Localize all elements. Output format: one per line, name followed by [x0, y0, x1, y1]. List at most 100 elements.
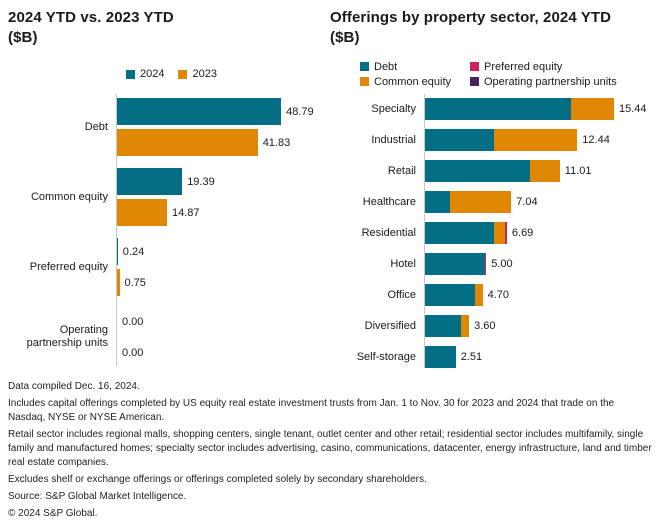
- 2023-swatch-icon: [178, 69, 188, 79]
- common-equity-swatch-icon: [360, 77, 369, 86]
- bar-line: 14.87: [117, 199, 215, 226]
- segment-debt: [425, 98, 571, 120]
- value-label: 19.39: [187, 175, 215, 188]
- value-label: 0.75: [124, 276, 146, 289]
- stacked-bar: [425, 315, 470, 337]
- y-axis-line: [116, 94, 117, 366]
- value-label: 48.79: [286, 105, 314, 118]
- total-value-label: 12.44: [582, 134, 610, 146]
- footnotes: Data compiled Dec. 16, 2024. Includes ca…: [8, 380, 652, 521]
- debt-swatch-icon: [360, 62, 369, 71]
- segment-common-equity: [493, 222, 505, 244]
- legend-item-common-equity: Common equity: [360, 76, 470, 88]
- stacked-bar-row: Industrial 12.44: [330, 129, 652, 151]
- legend: 2024 2023: [126, 54, 330, 94]
- category-label: Industrial: [371, 134, 416, 146]
- legend-item-2024: 2024: [126, 68, 164, 80]
- category-label: Residential: [361, 227, 416, 239]
- category-label: Self-storage: [356, 351, 416, 363]
- bar-lines: 0.24 0.75: [116, 238, 146, 296]
- segment-common-equity: [570, 98, 614, 120]
- total-value-label: 6.69: [511, 227, 534, 239]
- footnote-sector-definitions: Retail sector includes regional malls, s…: [8, 429, 652, 468]
- footnote-exclusion: Excludes shelf or exchange offerings or …: [8, 474, 427, 485]
- category-label: Preferred equity: [29, 260, 108, 273]
- legend-item-debt: Debt: [360, 61, 470, 73]
- category-label: Office: [387, 289, 416, 301]
- category-label: Debt: [84, 120, 108, 133]
- category-label: Operating partnership units: [26, 324, 108, 349]
- total-value-label: 2.51: [460, 351, 483, 363]
- bar-lines: 48.79 41.83: [116, 98, 314, 156]
- stacked-bar-row: Healthcare 7.04: [330, 191, 652, 213]
- segment-common-equity: [450, 191, 512, 213]
- category-label: Diversified: [364, 320, 416, 332]
- legend-item-operating-partnership-units: Operating partnership units: [470, 76, 652, 88]
- chart-title-block: Offerings by property sector, 2024 YTD (…: [330, 8, 652, 54]
- stacked-bar: [425, 346, 456, 368]
- chart-subtitle: ($B): [8, 29, 38, 46]
- stacked-bar: [425, 284, 483, 306]
- y-axis-line: [424, 94, 425, 368]
- legend-label: Preferred equity: [484, 60, 563, 73]
- stacked-bar-row: Diversified 3.60: [330, 315, 652, 337]
- bar-2024: [117, 98, 282, 125]
- stacked-bar-row: Residential 6.69: [330, 222, 652, 244]
- grouped-bar-plot: Debt 48.79 41.83 Common equity 19.39 14.87 Pre…: [8, 94, 330, 366]
- bar-lines: 0.00 0.00: [116, 308, 143, 366]
- legend-label: 2024: [140, 68, 165, 80]
- value-label: 0.00: [122, 346, 144, 359]
- stacked-bar-row: Self-storage 2.51: [330, 346, 652, 368]
- total-value-label: 11.01: [564, 165, 592, 177]
- segment-debt: [425, 222, 494, 244]
- total-value-label: 3.60: [474, 320, 496, 332]
- footnote-data-compiled: Data compiled Dec. 16, 2024.: [8, 381, 140, 392]
- category-label: Hotel: [390, 258, 416, 270]
- segment-debt: [425, 253, 485, 275]
- value-label: 14.87: [172, 206, 200, 219]
- chart-title-block: 2024 YTD vs. 2023 YTD ($B): [8, 8, 330, 54]
- category-label: Retail: [387, 165, 416, 177]
- bar-line: 41.83: [117, 129, 314, 156]
- bar-2023: [117, 129, 258, 156]
- bar-group: Debt 48.79 41.83: [8, 98, 330, 156]
- stacked-bar-row: Retail 11.01: [330, 160, 652, 182]
- preferred-equity-swatch-icon: [470, 62, 479, 71]
- legend-item-2023: 2023: [178, 68, 217, 80]
- bar-2023: [117, 199, 167, 226]
- legend-label: 2023: [192, 68, 217, 80]
- stacked-bar-row: Hotel 5.00: [330, 253, 652, 275]
- segment-common-equity: [530, 160, 560, 182]
- segment-debt: [425, 160, 531, 182]
- bar-lines: 19.39 14.87: [116, 168, 215, 226]
- segment-debt: [425, 129, 494, 151]
- bar-line: 0.00: [117, 308, 143, 335]
- bar-line: 0.00: [117, 339, 143, 366]
- bar-2024: [117, 238, 118, 265]
- total-value-label: 5.00: [491, 258, 513, 270]
- segment-common-equity: [461, 315, 470, 337]
- category-label: Common equity: [30, 190, 108, 203]
- footnote-source: Source: S&P Global Market Intelligence.: [8, 491, 187, 502]
- bar-group: Operating partnership units 0.00 0.00: [8, 308, 330, 366]
- bar-line: 0.75: [117, 269, 146, 296]
- operating-partnership-units-swatch-icon: [470, 77, 479, 86]
- legend: Debt Preferred equity Common equity Oper…: [360, 54, 652, 94]
- bar-2024: [117, 168, 183, 195]
- segment-common-equity: [474, 284, 483, 306]
- segment-debt: [425, 284, 475, 306]
- segment-preferred-equity: [485, 253, 487, 275]
- legend-label: Common equity: [374, 75, 452, 88]
- stacked-bar: [425, 222, 507, 244]
- category-label: Specialty: [371, 103, 416, 115]
- bar-line: 0.24: [117, 238, 146, 265]
- charts-row: 2024 YTD vs. 2023 YTD ($B) 2024 2023 Deb…: [8, 8, 652, 368]
- total-value-label: 4.70: [487, 289, 510, 301]
- total-value-label: 7.04: [516, 196, 538, 208]
- chart-title: 2024 YTD vs. 2023 YTD: [8, 9, 174, 26]
- segment-preferred-equity: [504, 222, 507, 244]
- legend-item-preferred-equity: Preferred equity: [470, 61, 652, 73]
- footnote-inclusion: Includes capital offerings completed by …: [8, 398, 615, 423]
- bar-line: 48.79: [117, 98, 314, 125]
